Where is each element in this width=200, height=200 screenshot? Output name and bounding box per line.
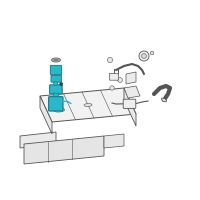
Ellipse shape bbox=[52, 58, 60, 62]
Polygon shape bbox=[40, 96, 52, 134]
FancyBboxPatch shape bbox=[51, 75, 61, 82]
Polygon shape bbox=[40, 88, 136, 122]
Ellipse shape bbox=[161, 98, 167, 102]
Circle shape bbox=[118, 78, 122, 82]
FancyBboxPatch shape bbox=[53, 93, 59, 98]
Polygon shape bbox=[104, 134, 124, 148]
Circle shape bbox=[54, 82, 58, 86]
Circle shape bbox=[60, 83, 63, 85]
FancyBboxPatch shape bbox=[50, 85, 62, 94]
Polygon shape bbox=[24, 136, 104, 164]
Polygon shape bbox=[126, 72, 136, 84]
Ellipse shape bbox=[54, 108, 64, 112]
FancyBboxPatch shape bbox=[50, 65, 62, 75]
Circle shape bbox=[107, 57, 113, 63]
FancyBboxPatch shape bbox=[49, 97, 63, 111]
Polygon shape bbox=[20, 132, 56, 148]
Circle shape bbox=[139, 51, 149, 61]
Circle shape bbox=[150, 51, 154, 55]
Polygon shape bbox=[124, 86, 140, 98]
Polygon shape bbox=[124, 88, 136, 126]
Circle shape bbox=[110, 86, 114, 90]
Ellipse shape bbox=[84, 103, 92, 107]
FancyBboxPatch shape bbox=[123, 99, 136, 108]
Circle shape bbox=[142, 54, 146, 58]
FancyBboxPatch shape bbox=[109, 73, 119, 80]
